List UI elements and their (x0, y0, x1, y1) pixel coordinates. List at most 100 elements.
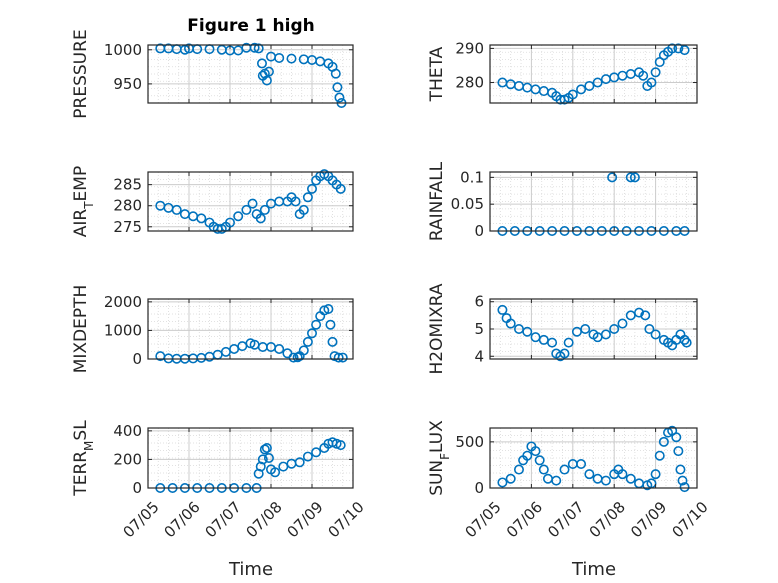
data-point (673, 43, 684, 54)
x-tick-label: 07/06 (160, 498, 203, 541)
x-tick-label: 07/06 (503, 498, 546, 541)
data-point (580, 323, 591, 334)
data-point (679, 45, 690, 56)
data-point (335, 440, 346, 451)
data-point (617, 469, 628, 480)
y-tick-label: 950 (113, 75, 142, 93)
data-point (673, 446, 684, 457)
y-tick-label: 2000 (104, 293, 142, 311)
data-point (255, 213, 266, 224)
y-tick-label: 280 (113, 197, 142, 215)
plot-area (490, 45, 697, 103)
axes-frame (489, 44, 698, 104)
subplot-3: 275 280 285 AIRTEMP (71, 166, 354, 237)
subplot-7: 0 200 400 TERRMSL 07/0507/0607/0707/0807/090… (71, 420, 368, 542)
data-point (584, 469, 595, 480)
y-axis-label: TERRMSL (71, 420, 96, 497)
axes-frame (489, 427, 698, 489)
data-point (302, 451, 313, 462)
data-point (335, 183, 346, 194)
data-point (522, 326, 533, 337)
data-point (247, 198, 258, 209)
subplot-5: 0 1000 2000 MIXDEPTH (71, 285, 354, 374)
data-point (259, 444, 270, 455)
data-point (261, 75, 272, 86)
data-point (288, 352, 299, 363)
data-point (629, 172, 640, 183)
data-point (171, 204, 182, 215)
data-point (337, 352, 348, 363)
data-point (654, 450, 665, 461)
data-point (677, 475, 688, 486)
data-point (679, 482, 690, 493)
data-point (600, 329, 611, 340)
data-point (261, 442, 272, 453)
figure-title: Figure 1 high (187, 16, 315, 36)
axes-frame (147, 171, 354, 232)
y-tick-label: 0 (132, 350, 142, 368)
data-point (497, 477, 508, 488)
data-point (559, 348, 570, 359)
y-tick-label: 400 (113, 422, 142, 440)
data-point (592, 77, 603, 88)
data-point (646, 77, 657, 88)
subplot-2: 280 290 THETA (427, 39, 698, 105)
axes-frame (147, 44, 354, 104)
data-point (233, 211, 244, 222)
data-point (675, 464, 686, 475)
y-tick-label: 0 (132, 479, 142, 497)
data-point (567, 89, 578, 100)
data-point (530, 446, 541, 457)
data-point (625, 172, 636, 183)
data-point (584, 80, 595, 91)
data-point (644, 323, 655, 334)
plot-area (490, 172, 697, 231)
y-axis-label: MIXDEPTH (71, 285, 91, 374)
y-tick-label: 275 (113, 218, 142, 236)
y-axis-label: RAINFALL (427, 161, 447, 241)
data-point (241, 204, 252, 215)
data-point (323, 303, 334, 314)
y-tick-label: 200 (113, 450, 142, 468)
data-point (650, 67, 661, 78)
y-tick-label: 0.1 (460, 168, 484, 186)
data-point (274, 52, 285, 63)
data-point (679, 334, 690, 345)
subplot-4: 0 0.05 0.1 RAINFALL (427, 161, 698, 241)
data-point (650, 469, 661, 480)
data-point (671, 432, 682, 443)
x-tick-label: 07/05 (461, 498, 504, 541)
data-point (658, 436, 669, 447)
y-tick-label: 500 (455, 433, 484, 451)
y-axis-label: THETA (427, 46, 447, 102)
data-point (334, 92, 345, 103)
data-point (513, 464, 524, 475)
data-point (263, 452, 274, 463)
y-tick-label: 5 (474, 320, 484, 338)
data-point (551, 475, 562, 486)
data-point (256, 58, 267, 69)
y-tick-label: 1000 (104, 321, 142, 339)
y-axis-label: SUNFLUX (427, 420, 452, 496)
data-point (298, 204, 309, 215)
data-point (270, 467, 281, 478)
y-tick-label: 0 (474, 222, 484, 240)
data-point (640, 310, 651, 321)
data-point (274, 343, 285, 354)
data-point (294, 457, 305, 468)
y-tick-label: 4 (474, 347, 484, 365)
data-point (538, 464, 549, 475)
x-tick-label: 07/10 (668, 498, 711, 541)
data-point (196, 213, 207, 224)
data-point (547, 337, 558, 348)
data-point (634, 307, 645, 318)
y-tick-label: 6 (474, 293, 484, 311)
data-point (617, 318, 628, 329)
x-tick-label: 07/05 (119, 498, 162, 541)
y-tick-label: 1000 (104, 41, 142, 59)
data-point (302, 336, 313, 347)
axes-frame (147, 298, 354, 360)
data-point (497, 304, 508, 315)
data-point (306, 328, 317, 339)
